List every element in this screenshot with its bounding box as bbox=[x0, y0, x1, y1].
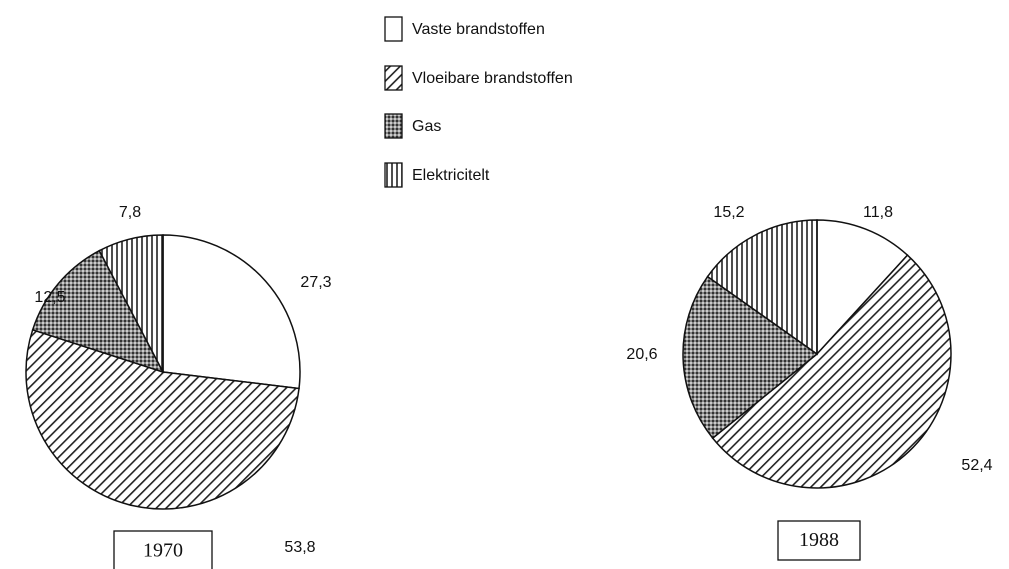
chart-title: 1988 bbox=[799, 529, 839, 551]
legend-swatch bbox=[384, 65, 403, 91]
pie-slice bbox=[98, 234, 164, 373]
pie-slice bbox=[25, 328, 300, 510]
value-label: 15,2 bbox=[713, 204, 744, 221]
value-label: 11,8 bbox=[863, 204, 893, 221]
year-box bbox=[777, 520, 861, 561]
value-label: 27,3 bbox=[300, 274, 331, 291]
pie-slice bbox=[711, 254, 952, 489]
value-label: 52,4 bbox=[961, 457, 992, 474]
pie-slice bbox=[816, 219, 909, 356]
pie-slice bbox=[706, 219, 818, 356]
legend-label: Gas bbox=[412, 118, 441, 135]
legend-swatch bbox=[384, 162, 403, 188]
legend-label: Vaste brandstoffen bbox=[412, 21, 545, 38]
pie-slice bbox=[31, 249, 165, 374]
chart-title: 1970 bbox=[143, 540, 183, 562]
pie-slice bbox=[162, 234, 301, 390]
legend-label: Vloeibare brandstoffen bbox=[412, 70, 573, 87]
legend-swatch bbox=[384, 113, 403, 139]
value-label: 20,6 bbox=[626, 346, 657, 363]
year-box bbox=[113, 530, 213, 569]
legend-label: Elektricitelt bbox=[412, 167, 490, 184]
value-label: 7,8 bbox=[119, 204, 141, 221]
pie-slice bbox=[682, 275, 819, 440]
value-label: 12,5 bbox=[34, 289, 65, 306]
value-label: 53,8 bbox=[284, 539, 315, 556]
legend-swatch bbox=[384, 16, 403, 42]
